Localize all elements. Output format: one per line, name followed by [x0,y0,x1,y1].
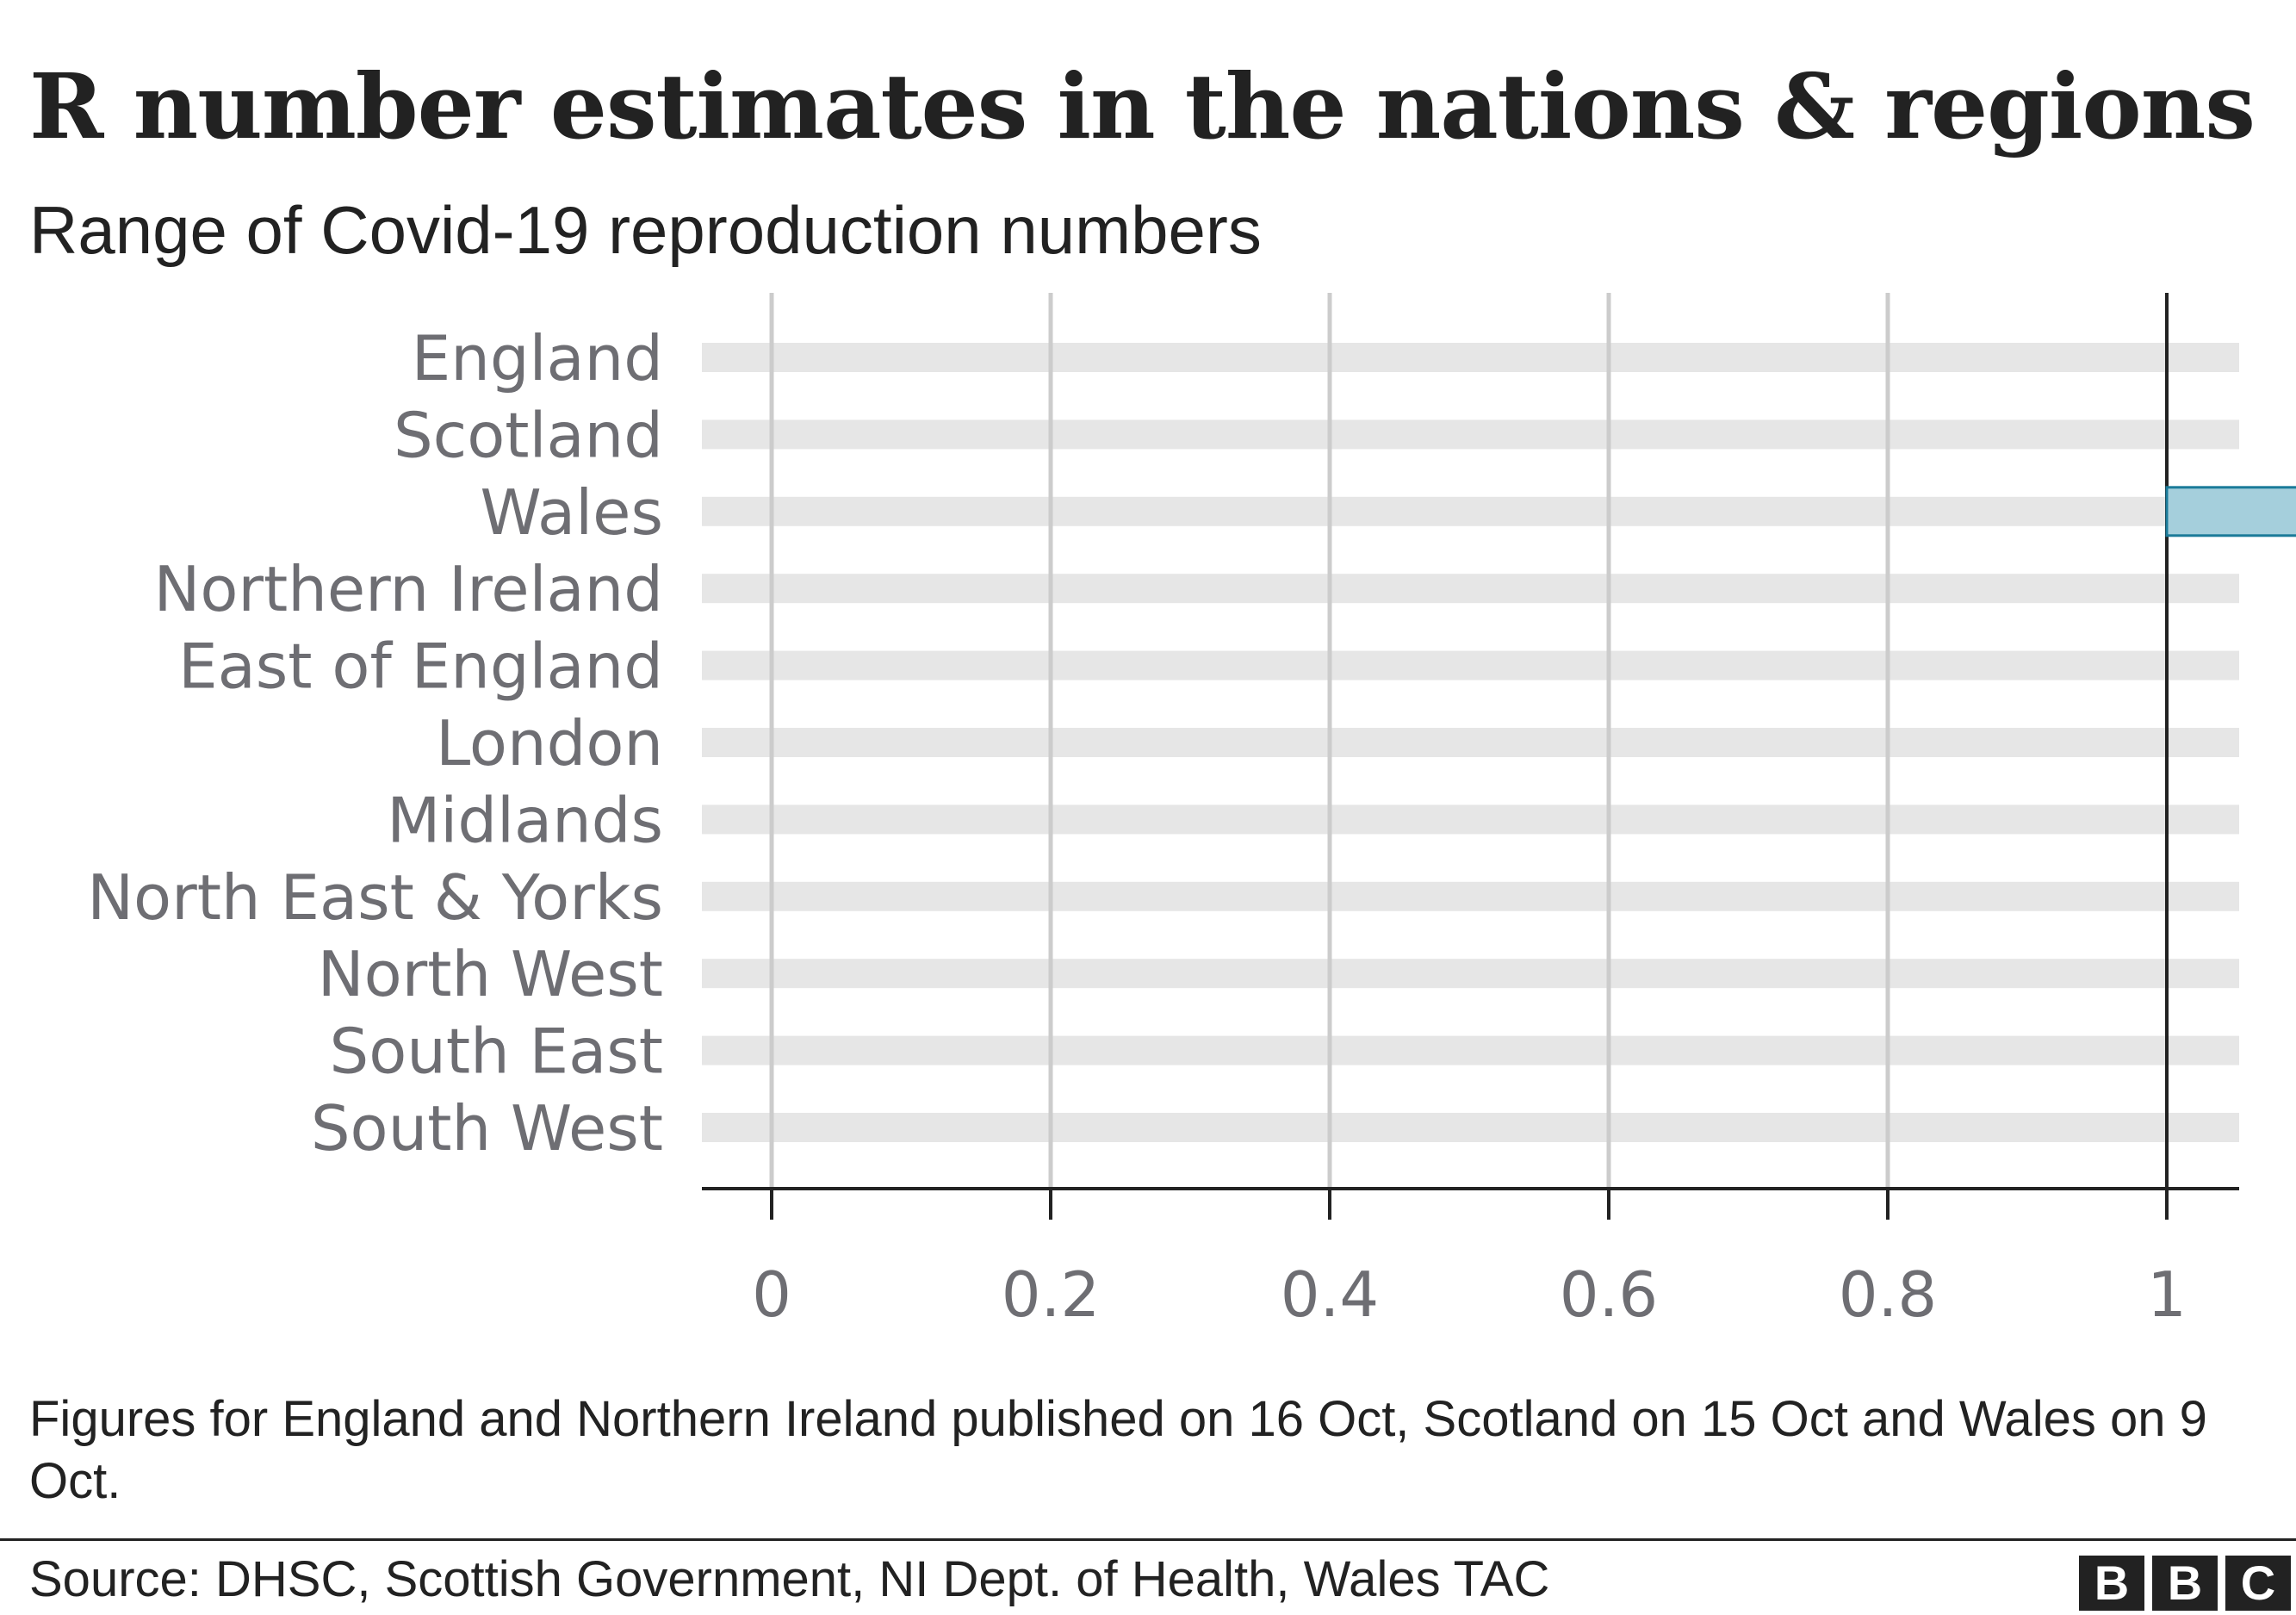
row-band [702,496,2239,526]
region-label: South West [311,1092,663,1165]
region-label: North East & Yorks [87,861,663,934]
row-band [702,804,2239,835]
row-band [702,419,2239,450]
bbc-logo-letter: B [2079,1556,2144,1611]
region-label: Northern Ireland [153,553,663,625]
x-tick-label: 0.4 [1281,1258,1380,1331]
row-band [702,343,2239,372]
x-tick-label: 0.6 [1560,1258,1659,1331]
region-label: Wales [480,476,663,549]
row-band [702,881,2239,911]
footnote: Figures for England and Northern Ireland… [29,1391,2207,1509]
region-label: Midlands [387,784,663,856]
source-text: Source: DHSC, Scottish Government, NI De… [29,1551,1550,1607]
region-label: South East [330,1016,664,1088]
range-bar [2165,486,2296,537]
region-label: North West [318,938,663,1010]
x-axis [702,1187,2239,1220]
row-bands [702,343,2239,1142]
region-label: East of England [178,630,663,703]
region-label: England [412,322,663,394]
row-band [702,574,2239,604]
x-tick-labels: 00.20.40.60.811.21.41.61.8 [752,1258,2187,1331]
row-band [702,728,2239,757]
gridlines [769,293,1890,1189]
chart-title: R number estimates in the nations & regi… [29,53,2256,159]
bbc-logo: B B C [2079,1556,2291,1611]
region-label: London [436,707,663,780]
chart-subtitle: Range of Covid-19 reproduction numbers [29,192,1262,268]
x-tick-label: 0 [752,1258,791,1331]
row-band [702,650,2239,680]
footer-divider [0,1538,2296,1541]
bbc-logo-letter: B [2152,1556,2218,1611]
row-band [702,1113,2239,1142]
region-label: Scotland [394,399,663,471]
row-band [702,1035,2239,1065]
range-bars [2165,486,2296,537]
x-tick-label: 0.8 [1839,1258,1938,1331]
bbc-logo-letter: C [2225,1556,2291,1611]
x-tick-label: 1 [2147,1258,2187,1331]
x-tick-label: 0.2 [1002,1258,1101,1331]
row-band [702,959,2239,989]
